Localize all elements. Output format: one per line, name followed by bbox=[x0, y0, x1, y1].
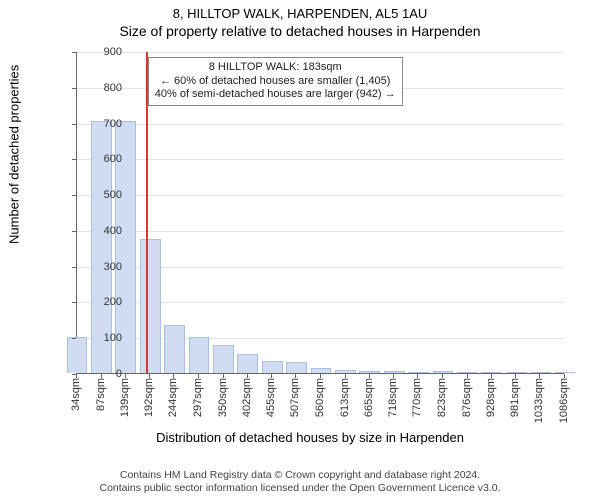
histogram-bar bbox=[140, 239, 160, 373]
xtick-label: 560sqm bbox=[314, 378, 326, 417]
xtick-label: 34sqm bbox=[70, 378, 82, 411]
xtick-label: 1033sqm bbox=[533, 378, 545, 423]
histogram-bar bbox=[433, 371, 453, 374]
histogram-bar bbox=[530, 372, 550, 373]
plot-area: 8 HILLTOP WALK: 183sqm← 60% of detached … bbox=[76, 52, 564, 374]
ytick-mark bbox=[72, 231, 76, 232]
histogram-bar bbox=[384, 371, 404, 373]
title-address: 8, HILLTOP WALK, HARPENDEN, AL5 1AU bbox=[0, 0, 600, 21]
histogram-bar bbox=[67, 337, 87, 373]
xtick-label: 297sqm bbox=[192, 378, 204, 417]
chart-container: Number of detached properties 8 HILLTOP … bbox=[40, 46, 580, 441]
ytick-label: 800 bbox=[92, 82, 122, 94]
gridline bbox=[77, 231, 564, 232]
xtick-label: 192sqm bbox=[143, 378, 155, 417]
ytick-mark bbox=[72, 52, 76, 53]
xtick-label: 1086sqm bbox=[558, 378, 570, 423]
xtick-label: 87sqm bbox=[95, 378, 107, 411]
xtick-label: 613sqm bbox=[339, 378, 351, 417]
xtick-label: 718sqm bbox=[387, 378, 399, 417]
ytick-mark bbox=[72, 159, 76, 160]
xtick-label: 139sqm bbox=[119, 378, 131, 417]
footer-line2: Contains public sector information licen… bbox=[0, 482, 600, 496]
gridline bbox=[77, 52, 564, 53]
ytick-label: 300 bbox=[92, 261, 122, 273]
xtick-label: 770sqm bbox=[411, 378, 423, 417]
xtick-label: 876sqm bbox=[461, 378, 473, 417]
xtick-label: 928sqm bbox=[485, 378, 497, 417]
ytick-mark bbox=[72, 267, 76, 268]
histogram-bar bbox=[311, 368, 331, 373]
histogram-bar bbox=[506, 372, 526, 373]
histogram-bar bbox=[457, 372, 477, 373]
ytick-mark bbox=[72, 195, 76, 196]
ytick-label: 900 bbox=[92, 46, 122, 58]
histogram-bar bbox=[481, 372, 501, 373]
xtick-label: 665sqm bbox=[363, 378, 375, 417]
histogram-bar bbox=[164, 325, 184, 373]
xtick-label: 455sqm bbox=[265, 378, 277, 417]
x-axis-label: Distribution of detached houses by size … bbox=[40, 430, 580, 445]
ytick-label: 200 bbox=[92, 296, 122, 308]
gridline bbox=[77, 159, 564, 160]
ytick-mark bbox=[72, 88, 76, 89]
annotation-line: ← 60% of detached houses are smaller (1,… bbox=[155, 75, 396, 89]
title-subtitle: Size of property relative to detached ho… bbox=[0, 21, 600, 39]
histogram-bar bbox=[189, 337, 209, 373]
histogram-bar bbox=[555, 372, 575, 373]
ytick-label: 100 bbox=[92, 332, 122, 344]
ytick-mark bbox=[72, 338, 76, 339]
histogram-bar bbox=[213, 345, 233, 373]
ytick-label: 700 bbox=[92, 118, 122, 130]
gridline bbox=[77, 195, 564, 196]
xtick-label: 350sqm bbox=[217, 378, 229, 417]
xtick-label: 507sqm bbox=[289, 378, 301, 417]
histogram-bar bbox=[335, 370, 355, 373]
histogram-bar bbox=[237, 354, 257, 373]
footer-attribution: Contains HM Land Registry data © Crown c… bbox=[0, 469, 600, 496]
footer-line1: Contains HM Land Registry data © Crown c… bbox=[0, 469, 600, 483]
histogram-bar bbox=[262, 361, 282, 373]
gridline bbox=[77, 124, 564, 125]
xtick-label: 244sqm bbox=[167, 378, 179, 417]
ytick-label: 400 bbox=[92, 225, 122, 237]
histogram-bar bbox=[286, 362, 306, 373]
histogram-bar bbox=[359, 371, 379, 373]
xtick-label: 823sqm bbox=[436, 378, 448, 417]
xtick-label: 402sqm bbox=[241, 378, 253, 417]
ytick-label: 600 bbox=[92, 153, 122, 165]
xtick-label: 981sqm bbox=[509, 378, 521, 417]
ytick-mark bbox=[72, 302, 76, 303]
ytick-mark bbox=[72, 124, 76, 125]
histogram-bar bbox=[408, 372, 428, 373]
annotation-line: 40% of semi-detached houses are larger (… bbox=[155, 88, 396, 102]
annotation-box: 8 HILLTOP WALK: 183sqm← 60% of detached … bbox=[148, 57, 403, 106]
ytick-label: 500 bbox=[92, 189, 122, 201]
annotation-line: 8 HILLTOP WALK: 183sqm bbox=[155, 61, 396, 75]
y-axis-label: Number of detached properties bbox=[7, 64, 22, 243]
